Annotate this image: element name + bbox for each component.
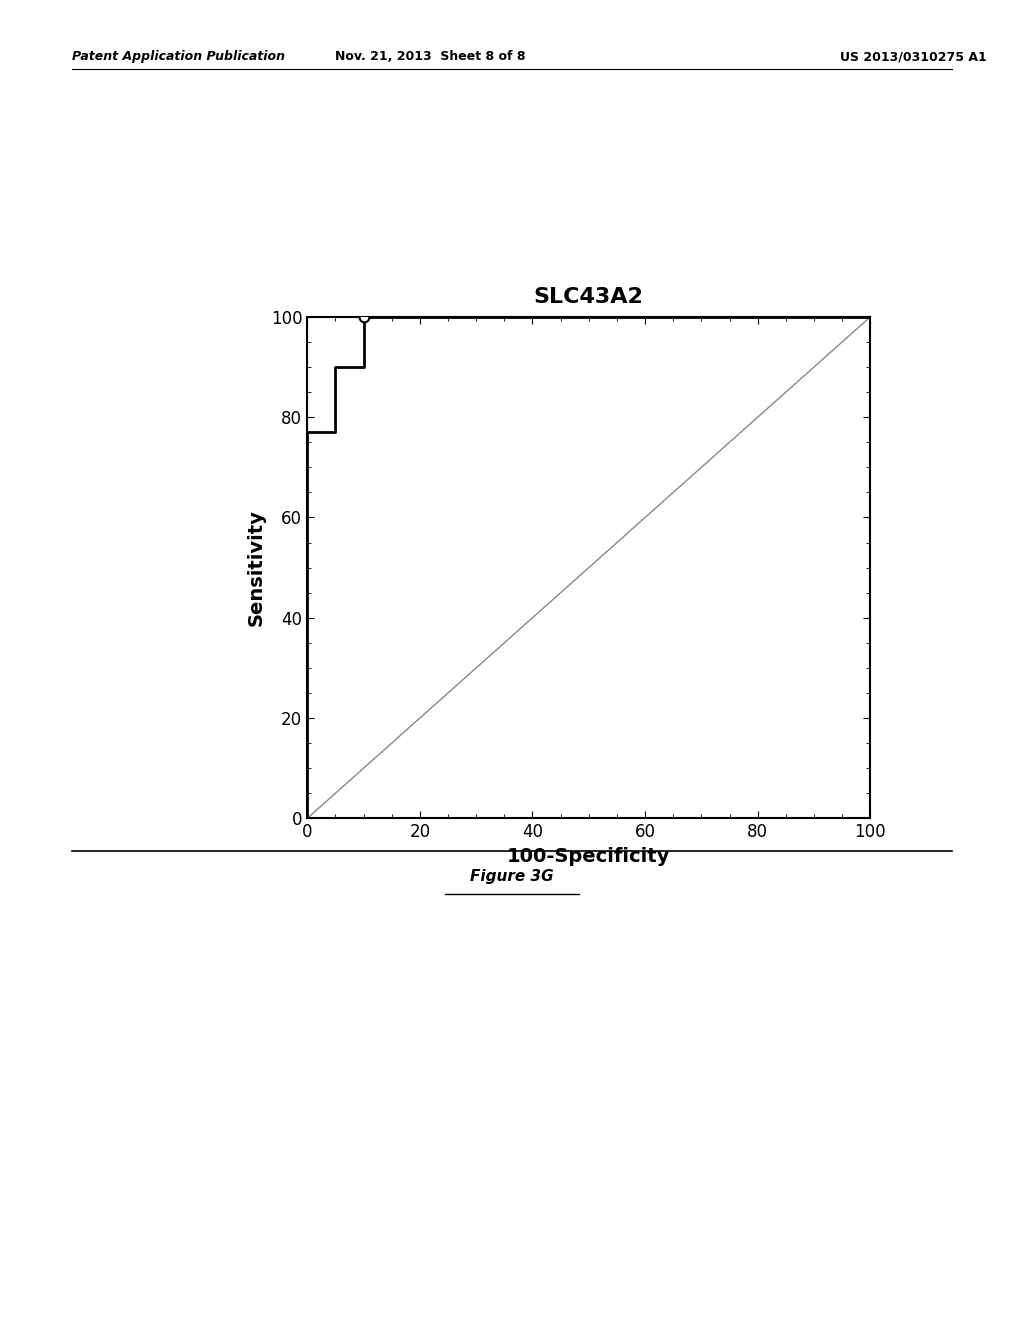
Text: Nov. 21, 2013  Sheet 8 of 8: Nov. 21, 2013 Sheet 8 of 8 (335, 50, 525, 63)
Title: SLC43A2: SLC43A2 (534, 286, 644, 308)
X-axis label: 100-Specificity: 100-Specificity (507, 847, 671, 866)
Y-axis label: Sensitivity: Sensitivity (246, 510, 265, 626)
Text: US 2013/0310275 A1: US 2013/0310275 A1 (840, 50, 986, 63)
Text: Figure 3G: Figure 3G (470, 869, 554, 883)
Text: Patent Application Publication: Patent Application Publication (72, 50, 285, 63)
